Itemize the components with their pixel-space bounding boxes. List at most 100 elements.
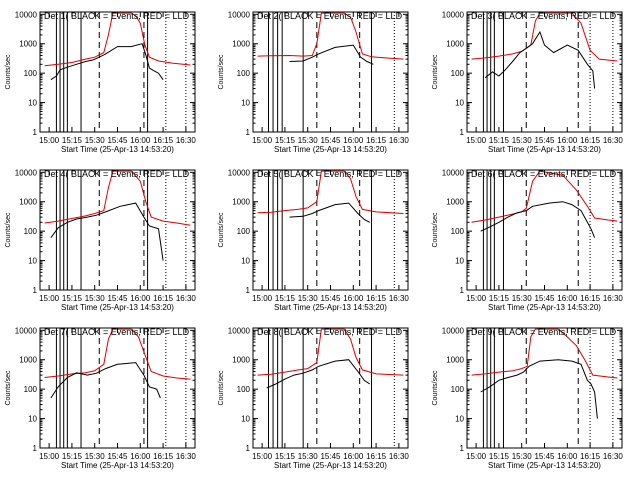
y-tick-label: 10: [241, 257, 250, 266]
x-tick-label: 16:15: [580, 452, 601, 461]
x-tick-label: 16:15: [580, 136, 601, 145]
plot-frame: [252, 169, 409, 291]
x-tick-label: 16:00: [557, 452, 578, 461]
x-tick-label: 16:15: [366, 294, 387, 303]
plot-frame: [252, 327, 409, 449]
x-tick-label: 16:00: [343, 136, 364, 145]
x-tick-label: 16:00: [557, 136, 578, 145]
x-tick-label: 15:00: [252, 136, 273, 145]
x-tick-label: 16:15: [366, 136, 387, 145]
x-tick-label: 16:00: [343, 452, 364, 461]
events-series-line: [480, 359, 598, 419]
y-tick-label: 100: [24, 385, 38, 394]
y-tick-label: 100: [237, 385, 251, 394]
events-series-line: [50, 43, 164, 81]
events-series-line: [484, 30, 596, 89]
x-tick-label: 15:45: [534, 452, 555, 461]
x-axis-label: Start Time (25-Apr-13 14:53:20): [488, 303, 601, 312]
x-axis-label: Start Time (25-Apr-13 14:53:20): [61, 461, 174, 470]
events-series-line: [289, 202, 370, 223]
x-tick-label: 15:30: [85, 294, 106, 303]
y-tick-label: 10: [28, 415, 37, 424]
lld-series-line: [44, 12, 191, 67]
y-tick-label: 10: [28, 99, 37, 108]
y-tick-label: 100: [451, 69, 465, 78]
x-tick-label: 16:30: [389, 136, 410, 145]
x-tick-label: 15:30: [512, 294, 533, 303]
y-tick-label: 10: [28, 257, 37, 266]
y-tick-label: 1000: [232, 198, 250, 207]
y-tick-label: 1: [460, 444, 465, 453]
x-tick-label: 16:15: [366, 452, 387, 461]
y-tick-label: 1: [246, 444, 251, 453]
x-tick-label: 15:30: [512, 136, 533, 145]
y-tick-label: 1000: [19, 356, 37, 365]
y-tick-label: 100: [451, 385, 465, 394]
y-axis-label: Counts/sec: [218, 370, 225, 406]
x-tick-label: 16:00: [130, 136, 151, 145]
x-tick-label: 16:00: [130, 294, 151, 303]
y-axis-label: Counts/sec: [218, 212, 225, 248]
x-tick-label: 15:00: [466, 136, 487, 145]
panel-title: Det 5( BLACK = Events, RED = LLD: [257, 169, 403, 179]
x-axis-label: Start Time (25-Apr-13 14:53:20): [274, 145, 387, 154]
x-tick-label: 16:30: [603, 294, 624, 303]
y-tick-label: 1: [460, 286, 465, 295]
y-axis-label: Counts/sec: [5, 212, 12, 248]
y-tick-label: 1000: [446, 356, 464, 365]
y-tick-label: 1: [246, 286, 251, 295]
x-tick-label: 15:30: [85, 136, 106, 145]
x-tick-label: 16:30: [176, 294, 197, 303]
events-series-line: [289, 44, 374, 65]
y-tick-label: 100: [24, 69, 38, 78]
y-tick-label: 10: [455, 99, 464, 108]
y-tick-label: 1: [33, 128, 38, 137]
lld-series-line: [257, 12, 404, 60]
lld-series-line: [44, 170, 191, 226]
x-tick-label: 15:00: [466, 452, 487, 461]
lld-series-line: [471, 328, 618, 379]
panel-det-5: Det 5( BLACK = Events, RED = LLD 1 10 100 10…: [218, 168, 409, 312]
y-tick-label: 100: [451, 227, 465, 236]
x-tick-label: 15:45: [107, 136, 128, 145]
x-tick-label: 15:00: [39, 452, 60, 461]
panel-det-6: Det 6( BLACK = Events, RED = LLD 1 10 100 10…: [432, 168, 623, 312]
y-tick-label: 1000: [19, 198, 37, 207]
y-tick-label: 10000: [442, 10, 465, 19]
lld-series-line: [471, 170, 618, 223]
events-series-line: [480, 201, 596, 238]
x-tick-label: 15:30: [512, 452, 533, 461]
x-axis-label: Start Time (25-Apr-13 14:53:20): [274, 303, 387, 312]
y-axis-label: Counts/sec: [432, 212, 439, 248]
panel-title: Det 8( BLACK = Events, RED = LLD: [257, 327, 403, 337]
y-tick-label: 10: [455, 257, 464, 266]
x-tick-label: 15:15: [275, 452, 296, 461]
x-tick-label: 15:00: [39, 294, 60, 303]
y-tick-label: 1000: [446, 198, 464, 207]
x-tick-label: 15:30: [85, 452, 106, 461]
y-tick-label: 1000: [19, 40, 37, 49]
panel-title: Det 7( BLACK = Events, RED = LLD: [44, 327, 190, 337]
x-tick-label: 15:30: [298, 452, 319, 461]
x-tick-label: 15:30: [298, 136, 319, 145]
panel-det-8: Det 8( BLACK = Events, RED = LLD 1 10 100 10…: [218, 326, 409, 470]
panel-det-9: Det 9( BLACK = Events, RED = LLD 1 10 100 10…: [432, 326, 623, 470]
x-tick-label: 15:00: [39, 136, 60, 145]
events-series-line: [266, 359, 370, 389]
y-tick-label: 10000: [442, 326, 465, 335]
y-tick-label: 1: [33, 286, 38, 295]
x-tick-label: 16:30: [389, 452, 410, 461]
y-axis-label: Counts/sec: [5, 370, 12, 406]
x-tick-label: 15:15: [275, 136, 296, 145]
panel-title: Det 2( BLACK = Events, RED = LLD: [257, 11, 403, 21]
panel-title: Det 3( BLACK = Events, RED = LLD: [471, 11, 617, 21]
y-axis-label: Counts/sec: [5, 54, 12, 90]
panel-title: Det 4( BLACK = Events, RED = LLD: [44, 169, 190, 179]
x-tick-label: 15:45: [320, 136, 341, 145]
y-tick-label: 100: [237, 227, 251, 236]
panel-det-3: Det 3( BLACK = Events, RED = LLD 1 10 100 10…: [432, 10, 623, 154]
y-tick-label: 10000: [228, 326, 251, 335]
x-tick-label: 16:15: [153, 294, 174, 303]
panel-title: Det 9( BLACK = Events, RED = LLD: [471, 327, 617, 337]
y-tick-label: 1: [33, 444, 38, 453]
